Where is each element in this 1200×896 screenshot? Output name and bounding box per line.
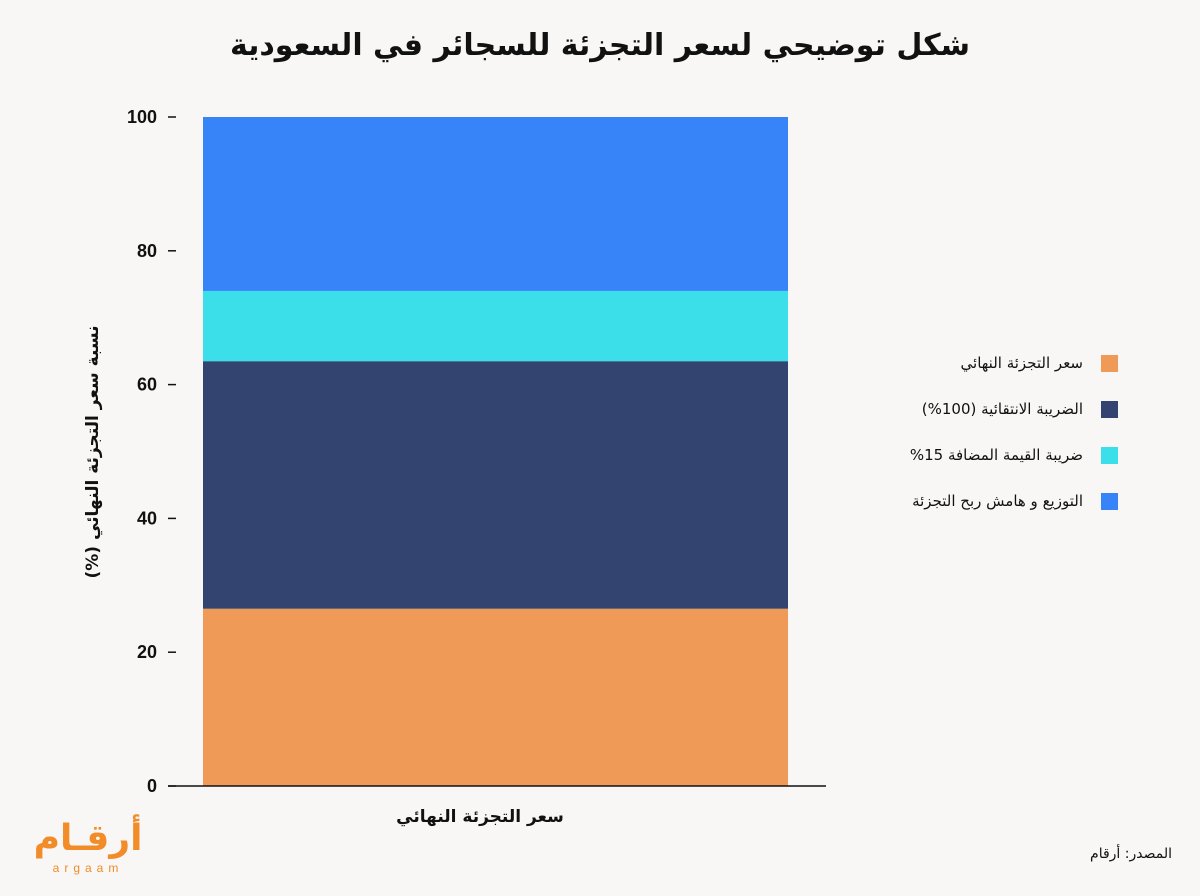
legend-item-2: الضريبة الانتقائية (100%) bbox=[798, 386, 1118, 432]
bar-segment-2 bbox=[203, 361, 788, 609]
y-tick-label: 40 bbox=[137, 508, 157, 528]
argaam-logo: أرقـام argaam bbox=[34, 814, 143, 875]
legend-swatch bbox=[1101, 354, 1118, 372]
y-tick-label: 80 bbox=[137, 241, 157, 261]
y-tick-label: 100 bbox=[127, 107, 157, 127]
y-axis-label: نسبة سعر التجزئة النهائي (%) bbox=[83, 325, 103, 578]
bar-segment-4 bbox=[203, 117, 788, 291]
legend-swatch bbox=[1101, 492, 1118, 510]
svg-text:أرقـام: أرقـام bbox=[34, 814, 143, 859]
y-tick-label: 60 bbox=[137, 375, 157, 395]
chart-title: شكل توضيحي لسعر التجزئة للسجائر في السعو… bbox=[229, 28, 971, 63]
legend-item-3: ضريبة القيمة المضافة 15% bbox=[798, 432, 1118, 478]
x-category-label: سعر التجزئة النهائي bbox=[396, 807, 564, 827]
legend-label: ضريبة القيمة المضافة 15% bbox=[909, 446, 1083, 464]
legend-item-1: سعر التجزئة النهائي bbox=[798, 340, 1118, 386]
legend-label: التوزيع و هامش ربح التجزئة bbox=[912, 492, 1083, 510]
y-tick-label: 20 bbox=[137, 642, 157, 662]
y-tick-label: 0 bbox=[147, 776, 157, 796]
legend-swatch bbox=[1101, 400, 1118, 418]
legend-item-4: التوزيع و هامش ربح التجزئة bbox=[798, 478, 1118, 524]
bar-segment-1 bbox=[203, 608, 788, 786]
bar-segment-3 bbox=[203, 290, 788, 362]
legend-label: سعر التجزئة النهائي bbox=[960, 354, 1083, 372]
legend-label: الضريبة الانتقائية (100%) bbox=[921, 400, 1083, 418]
svg-text:argaam: argaam bbox=[53, 861, 124, 875]
legend-swatch bbox=[1101, 446, 1118, 464]
source-note: المصدر: أرقام bbox=[1090, 846, 1172, 862]
legend: سعر التجزئة النهائي الضريبة الانتقائية (1… bbox=[798, 340, 1118, 524]
